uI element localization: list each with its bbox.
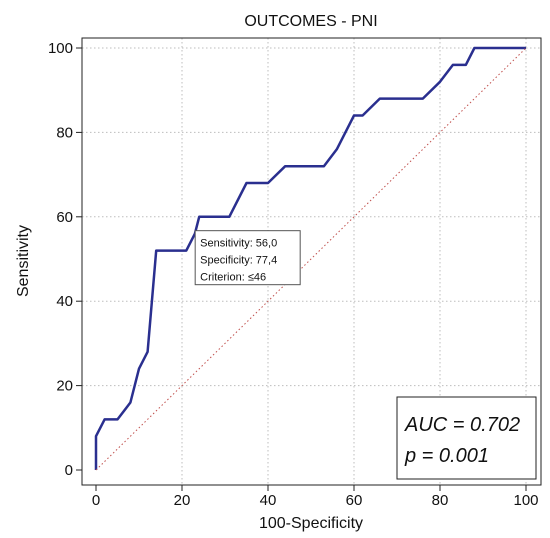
y-tick-label: 0 bbox=[65, 462, 73, 479]
auc-value: AUC = 0.702 bbox=[404, 414, 520, 436]
annotation-box bbox=[194, 230, 301, 286]
x-tick-label: 80 bbox=[432, 492, 449, 509]
reference-diagonal bbox=[95, 47, 527, 471]
annotation-line: Specificity: 77,4 bbox=[200, 255, 277, 267]
auc-box bbox=[396, 396, 537, 480]
y-tick-label: 60 bbox=[56, 209, 73, 226]
y-axis-label: Sensitivity bbox=[15, 225, 32, 297]
p-value: p = 0.001 bbox=[404, 445, 489, 467]
y-tick-label: 80 bbox=[56, 124, 73, 141]
plot-frame bbox=[81, 37, 542, 486]
x-tick-label: 0 bbox=[92, 492, 100, 509]
roc-curve bbox=[94, 46, 526, 470]
x-tick-label: 20 bbox=[174, 492, 191, 509]
y-tick-label: 100 bbox=[48, 40, 73, 57]
x-axis-label: 100-Specificity bbox=[259, 515, 363, 532]
auc-stats-box: AUC = 0.702 p = 0.001 bbox=[396, 396, 537, 480]
chart-title: OUTCOMES - PNI bbox=[244, 13, 377, 30]
annotation-line: Criterion: ≤46 bbox=[200, 272, 266, 284]
criterion-annotation: Sensitivity: 56,0 Specificity: 77,4 Criter… bbox=[194, 230, 301, 286]
x-tick-label: 60 bbox=[346, 492, 363, 509]
annotation-line: Sensitivity: 56,0 bbox=[200, 238, 277, 250]
axis-ticks: 0 20 40 60 80 100 0 20 40 60 80 100 bbox=[48, 40, 539, 509]
x-tick-label: 100 bbox=[513, 492, 538, 509]
y-tick-label: 20 bbox=[56, 378, 73, 395]
series-group bbox=[94, 46, 527, 471]
x-tick-label: 40 bbox=[260, 492, 277, 509]
y-tick-label: 40 bbox=[56, 293, 73, 310]
